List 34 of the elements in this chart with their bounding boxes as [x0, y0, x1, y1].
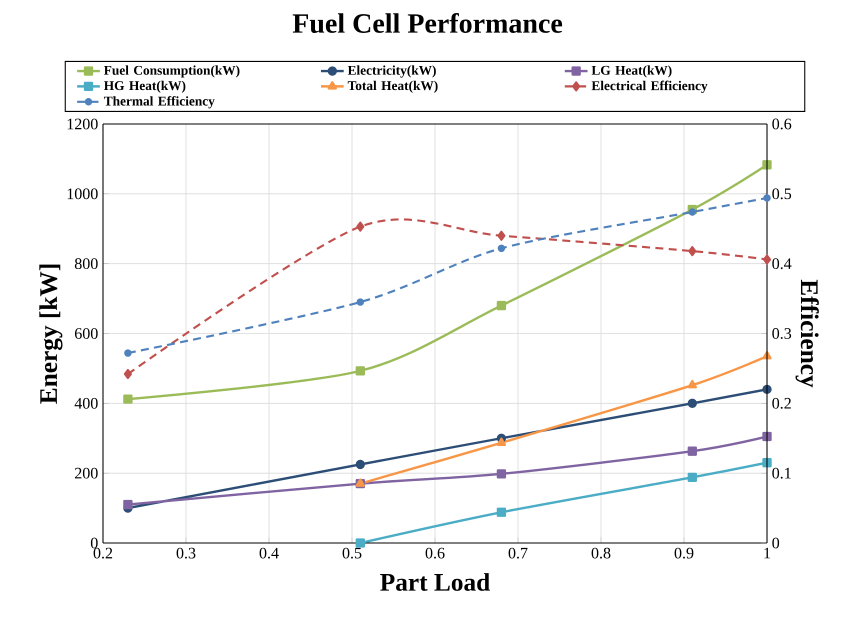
- x-tick-label: 0.4: [260, 548, 279, 559]
- x-tick-label: 1: [764, 548, 770, 558]
- legend-label: Fuel Consumption(kW): [104, 65, 240, 78]
- legend-label: LG Heat(kW): [592, 65, 672, 78]
- x-axis-title: Part Load: [380, 573, 490, 591]
- y2-axis-title: Efficiency: [796, 280, 819, 388]
- y-tick-label: 1000: [68, 188, 98, 200]
- legend-label: Thermal Efficiency: [104, 96, 215, 108]
- x-tick-label: 0.7: [508, 548, 528, 559]
- x-tick-label: 0.6: [426, 548, 445, 559]
- x-tick-label: 0.8: [592, 548, 610, 559]
- y2-tick-label: 0.5: [772, 188, 792, 200]
- y-tick-label: 0: [90, 538, 98, 548]
- y-tick-label: 200: [75, 468, 98, 479]
- y2-tick-label: 0.1: [772, 468, 791, 479]
- y2-tick-label: 0.4: [772, 258, 792, 270]
- y-tick-label: 800: [74, 258, 98, 270]
- chart-title: Fuel Cell Performance: [292, 12, 562, 34]
- y2-tick-label: 0: [772, 538, 780, 548]
- legend-label: HG Heat(kW): [104, 80, 186, 93]
- legend-label: Electricity(kW): [348, 65, 436, 78]
- y-axis-title: Energy [kW]: [39, 264, 62, 404]
- y2-tick-label: 0.6: [772, 118, 792, 130]
- legend-label: Total Heat(kW): [348, 80, 438, 93]
- legend-label: Electrical Efficiency: [592, 80, 708, 93]
- x-tick-label: 0.9: [674, 548, 694, 559]
- y2-tick-label: 0.3: [772, 328, 792, 339]
- x-tick-label: 0.5: [342, 548, 362, 559]
- y-tick-label: 600: [74, 328, 98, 339]
- x-tick-label: 0.2: [94, 548, 112, 559]
- x-tick-label: 0.3: [176, 548, 196, 559]
- y-tick-label: 1200: [68, 118, 98, 130]
- y2-tick-label: 0.2: [772, 398, 791, 409]
- y-tick-label: 400: [74, 398, 98, 409]
